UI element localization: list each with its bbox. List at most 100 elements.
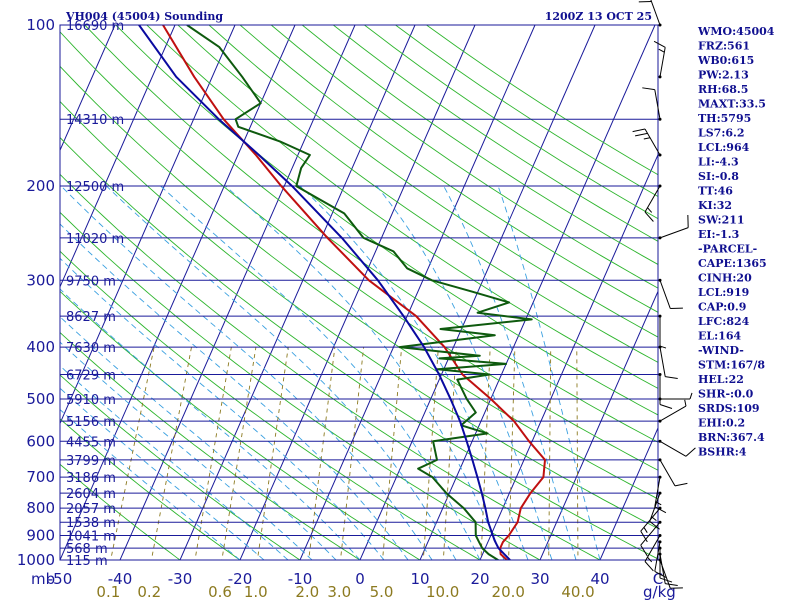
wind-barb-base xyxy=(658,419,662,423)
dry-adiabat-line xyxy=(177,25,658,363)
mixing-ratio-line xyxy=(110,347,155,560)
wind-barb-flag xyxy=(640,530,648,543)
dry-adiabat-line xyxy=(301,25,658,265)
mixing-ratio-line xyxy=(256,347,289,560)
mixing-ratio-label: 10.0 xyxy=(426,583,459,600)
wind-barb-flag xyxy=(649,520,660,530)
mixing-ratio-line xyxy=(308,347,336,560)
temperature-tick-label: -30 xyxy=(168,570,193,588)
wind-barb-base xyxy=(658,236,662,240)
temperature-tick-label: 40 xyxy=(590,570,609,588)
height-label: 2604 m xyxy=(66,487,116,502)
wind-barb-staff xyxy=(659,47,666,77)
pressure-tick-label: 800 xyxy=(26,499,55,517)
height-label: 3186 m xyxy=(66,471,116,486)
dry-adiabat-line xyxy=(84,25,658,443)
index-line: LCL:964 xyxy=(698,141,750,154)
pressure-tick-label: 500 xyxy=(26,390,55,408)
moist-adiabat-line xyxy=(60,223,409,560)
index-line: CAPE:1365 xyxy=(698,257,767,270)
temperature-tick-label: -40 xyxy=(108,570,133,588)
index-line: LS7:6.2 xyxy=(698,127,745,140)
height-label: 5910 m xyxy=(66,393,116,408)
wind-barb-staff xyxy=(654,89,661,120)
index-line: -PARCEL- xyxy=(698,243,757,256)
index-line: WMO:45004 xyxy=(697,25,775,38)
index-line: WB0:615 xyxy=(697,54,754,67)
isotherm-line xyxy=(179,25,416,560)
pressure-tick-label: 1000 xyxy=(17,551,55,569)
dry-adiabat-line xyxy=(60,374,301,560)
dry-adiabat-line xyxy=(60,65,658,500)
moist-adiabat-line xyxy=(60,316,337,560)
index-line: SW:211 xyxy=(698,214,745,227)
dry-adiabat-line xyxy=(60,418,241,560)
temperature-tick-label: 10 xyxy=(410,570,429,588)
temperature-tick-label: -20 xyxy=(228,570,253,588)
mixing-ratio-label: 3.0 xyxy=(327,583,351,600)
wind-barb-base xyxy=(658,475,662,479)
mixing-ratio-label: 0.2 xyxy=(137,583,161,600)
height-label: 14310 m xyxy=(66,113,124,128)
dry-adiabat-line xyxy=(208,25,658,338)
index-line: EL:164 xyxy=(698,330,741,343)
mixing-ratio-line xyxy=(576,347,579,560)
height-label: 1538 m xyxy=(66,516,116,531)
mixing-ratio-line xyxy=(150,347,192,560)
pressure-tick-label: 900 xyxy=(26,527,55,545)
height-label: 4455 m xyxy=(66,435,116,450)
wind-barb-base xyxy=(658,314,662,318)
height-label: 7630 m xyxy=(66,341,116,356)
mixing-ratio-line xyxy=(508,347,516,560)
wind-barb-flag xyxy=(644,561,654,572)
mixing-ratio-label: 20.0 xyxy=(492,583,525,600)
parcel-profile-line xyxy=(138,25,511,560)
wind-barb-half-flag xyxy=(659,345,667,349)
index-line: TH:5795 xyxy=(698,112,751,125)
chart-title: VH004 (45004) Sounding xyxy=(65,10,223,23)
dewpoint-profile-line xyxy=(186,25,533,560)
dry-adiabat-line xyxy=(60,31,658,471)
temperature-tick-labels: -50 -40 -30 -20 -10 0 10 20 30 40 C xyxy=(48,570,663,588)
index-line: CAP:0.9 xyxy=(698,301,746,314)
wind-barb-flag xyxy=(654,570,667,578)
moist-adiabat-line xyxy=(60,341,313,560)
wind-barb-flag xyxy=(654,506,667,514)
height-label: 2057 m xyxy=(66,502,116,517)
mixing-ratio-label: 2.0 xyxy=(295,583,319,600)
index-line: MAXT:33.5 xyxy=(698,98,766,111)
isotherm-line xyxy=(479,153,658,560)
wind-barb-flag xyxy=(653,40,666,48)
mixing-ratio-unit-label: g/kg xyxy=(643,583,676,600)
wind-barb-flag xyxy=(659,577,673,583)
mixing-ratio-line xyxy=(194,347,232,560)
index-line: RH:68.5 xyxy=(698,83,748,96)
height-label: 11020 m xyxy=(66,232,124,247)
dry-adiabat-line xyxy=(146,25,658,389)
wind-barb-staff xyxy=(659,459,676,487)
temperature-profile-line xyxy=(162,25,546,560)
temperature-tick-label: 30 xyxy=(530,570,549,588)
pressure-unit-label: mb xyxy=(31,570,55,588)
height-label: 12500 m xyxy=(66,180,124,195)
wind-barb-base xyxy=(658,540,662,544)
dry-adiabat-line xyxy=(60,463,181,560)
index-line: KI:32 xyxy=(698,199,732,212)
index-line: LCL:919 xyxy=(698,286,749,299)
wind-barb-half-flag xyxy=(643,137,651,140)
wind-barb-flag xyxy=(644,211,654,222)
height-label: 6729 m xyxy=(66,368,116,383)
temperature-tick-label: -50 xyxy=(48,570,73,588)
wind-barb-staff xyxy=(654,541,661,572)
wind-barb-base xyxy=(658,534,662,538)
height-label: 5156 m xyxy=(66,415,116,430)
wind-barb-base xyxy=(658,117,662,121)
wind-barb-half-flag xyxy=(647,207,653,213)
index-line: HEL:22 xyxy=(698,373,744,386)
pressure-tick-labels: 100 200 300 400 500 600 700 800 900 1000 xyxy=(17,16,55,569)
temperature-tick-label: -10 xyxy=(288,570,313,588)
isotherm-line xyxy=(539,290,658,560)
mixing-ratio-label: 40.0 xyxy=(561,583,594,600)
wind-barb-flag xyxy=(674,482,688,487)
